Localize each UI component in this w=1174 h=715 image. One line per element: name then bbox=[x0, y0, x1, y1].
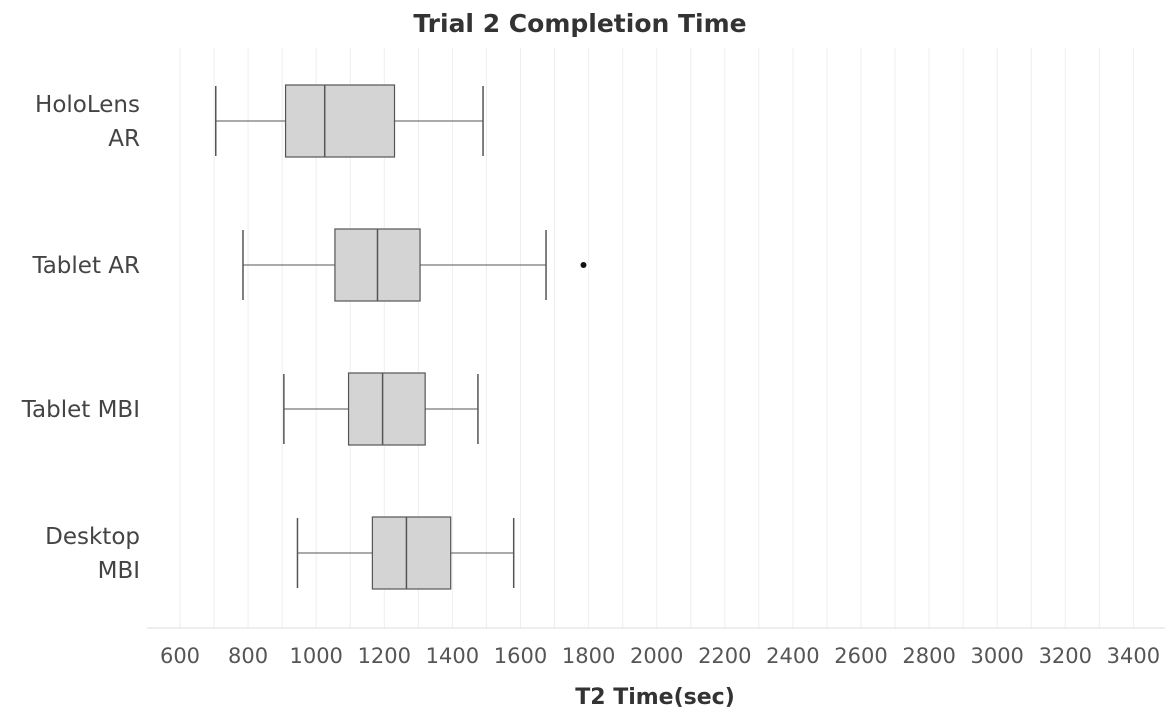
outlier-point bbox=[580, 262, 587, 268]
category-label: Tablet AR bbox=[31, 253, 140, 279]
x-tick-label: 3400 bbox=[1107, 644, 1160, 668]
x-tick-label: 600 bbox=[160, 644, 200, 668]
x-tick-label: 1800 bbox=[562, 644, 615, 668]
box-group bbox=[283, 372, 479, 446]
iqr-box bbox=[347, 372, 426, 446]
category-label: Desktop bbox=[45, 524, 140, 550]
box-group bbox=[215, 84, 484, 158]
x-tick-label: 2400 bbox=[766, 644, 819, 668]
x-tick-label: 2600 bbox=[834, 644, 887, 668]
category-label: HoloLens bbox=[35, 92, 140, 118]
iqr-box bbox=[371, 516, 452, 590]
x-tick-label: 800 bbox=[228, 644, 268, 668]
iqr-box bbox=[284, 84, 396, 158]
category-label: MBI bbox=[98, 558, 140, 584]
category-label: AR bbox=[108, 126, 140, 152]
x-tick-label: 1600 bbox=[494, 644, 547, 668]
box-group bbox=[242, 228, 587, 302]
chart-title: Trial 2 Completion Time bbox=[413, 9, 746, 38]
x-tick-label: 1400 bbox=[426, 644, 479, 668]
x-tick-label: 3200 bbox=[1039, 644, 1092, 668]
x-tick-label: 2000 bbox=[630, 644, 683, 668]
x-tick-label: 1000 bbox=[289, 644, 342, 668]
x-tick-label: 1200 bbox=[358, 644, 411, 668]
box-group bbox=[296, 516, 515, 590]
box-series bbox=[215, 84, 587, 590]
x-tick-label: 3000 bbox=[970, 644, 1023, 668]
category-label: Tablet MBI bbox=[21, 397, 140, 423]
x-axis-ticks: 600 800 1000 1200 1400 1600 1800 2000 2200 2400 26… bbox=[160, 644, 1160, 668]
x-tick-label: 2200 bbox=[698, 644, 751, 668]
category-labels: HoloLens AR Tablet AR Tablet MBI Desktop MBI bbox=[21, 92, 140, 584]
x-tick-label: 2800 bbox=[902, 644, 955, 668]
x-axis-title: T2 Time(sec) bbox=[575, 685, 735, 710]
